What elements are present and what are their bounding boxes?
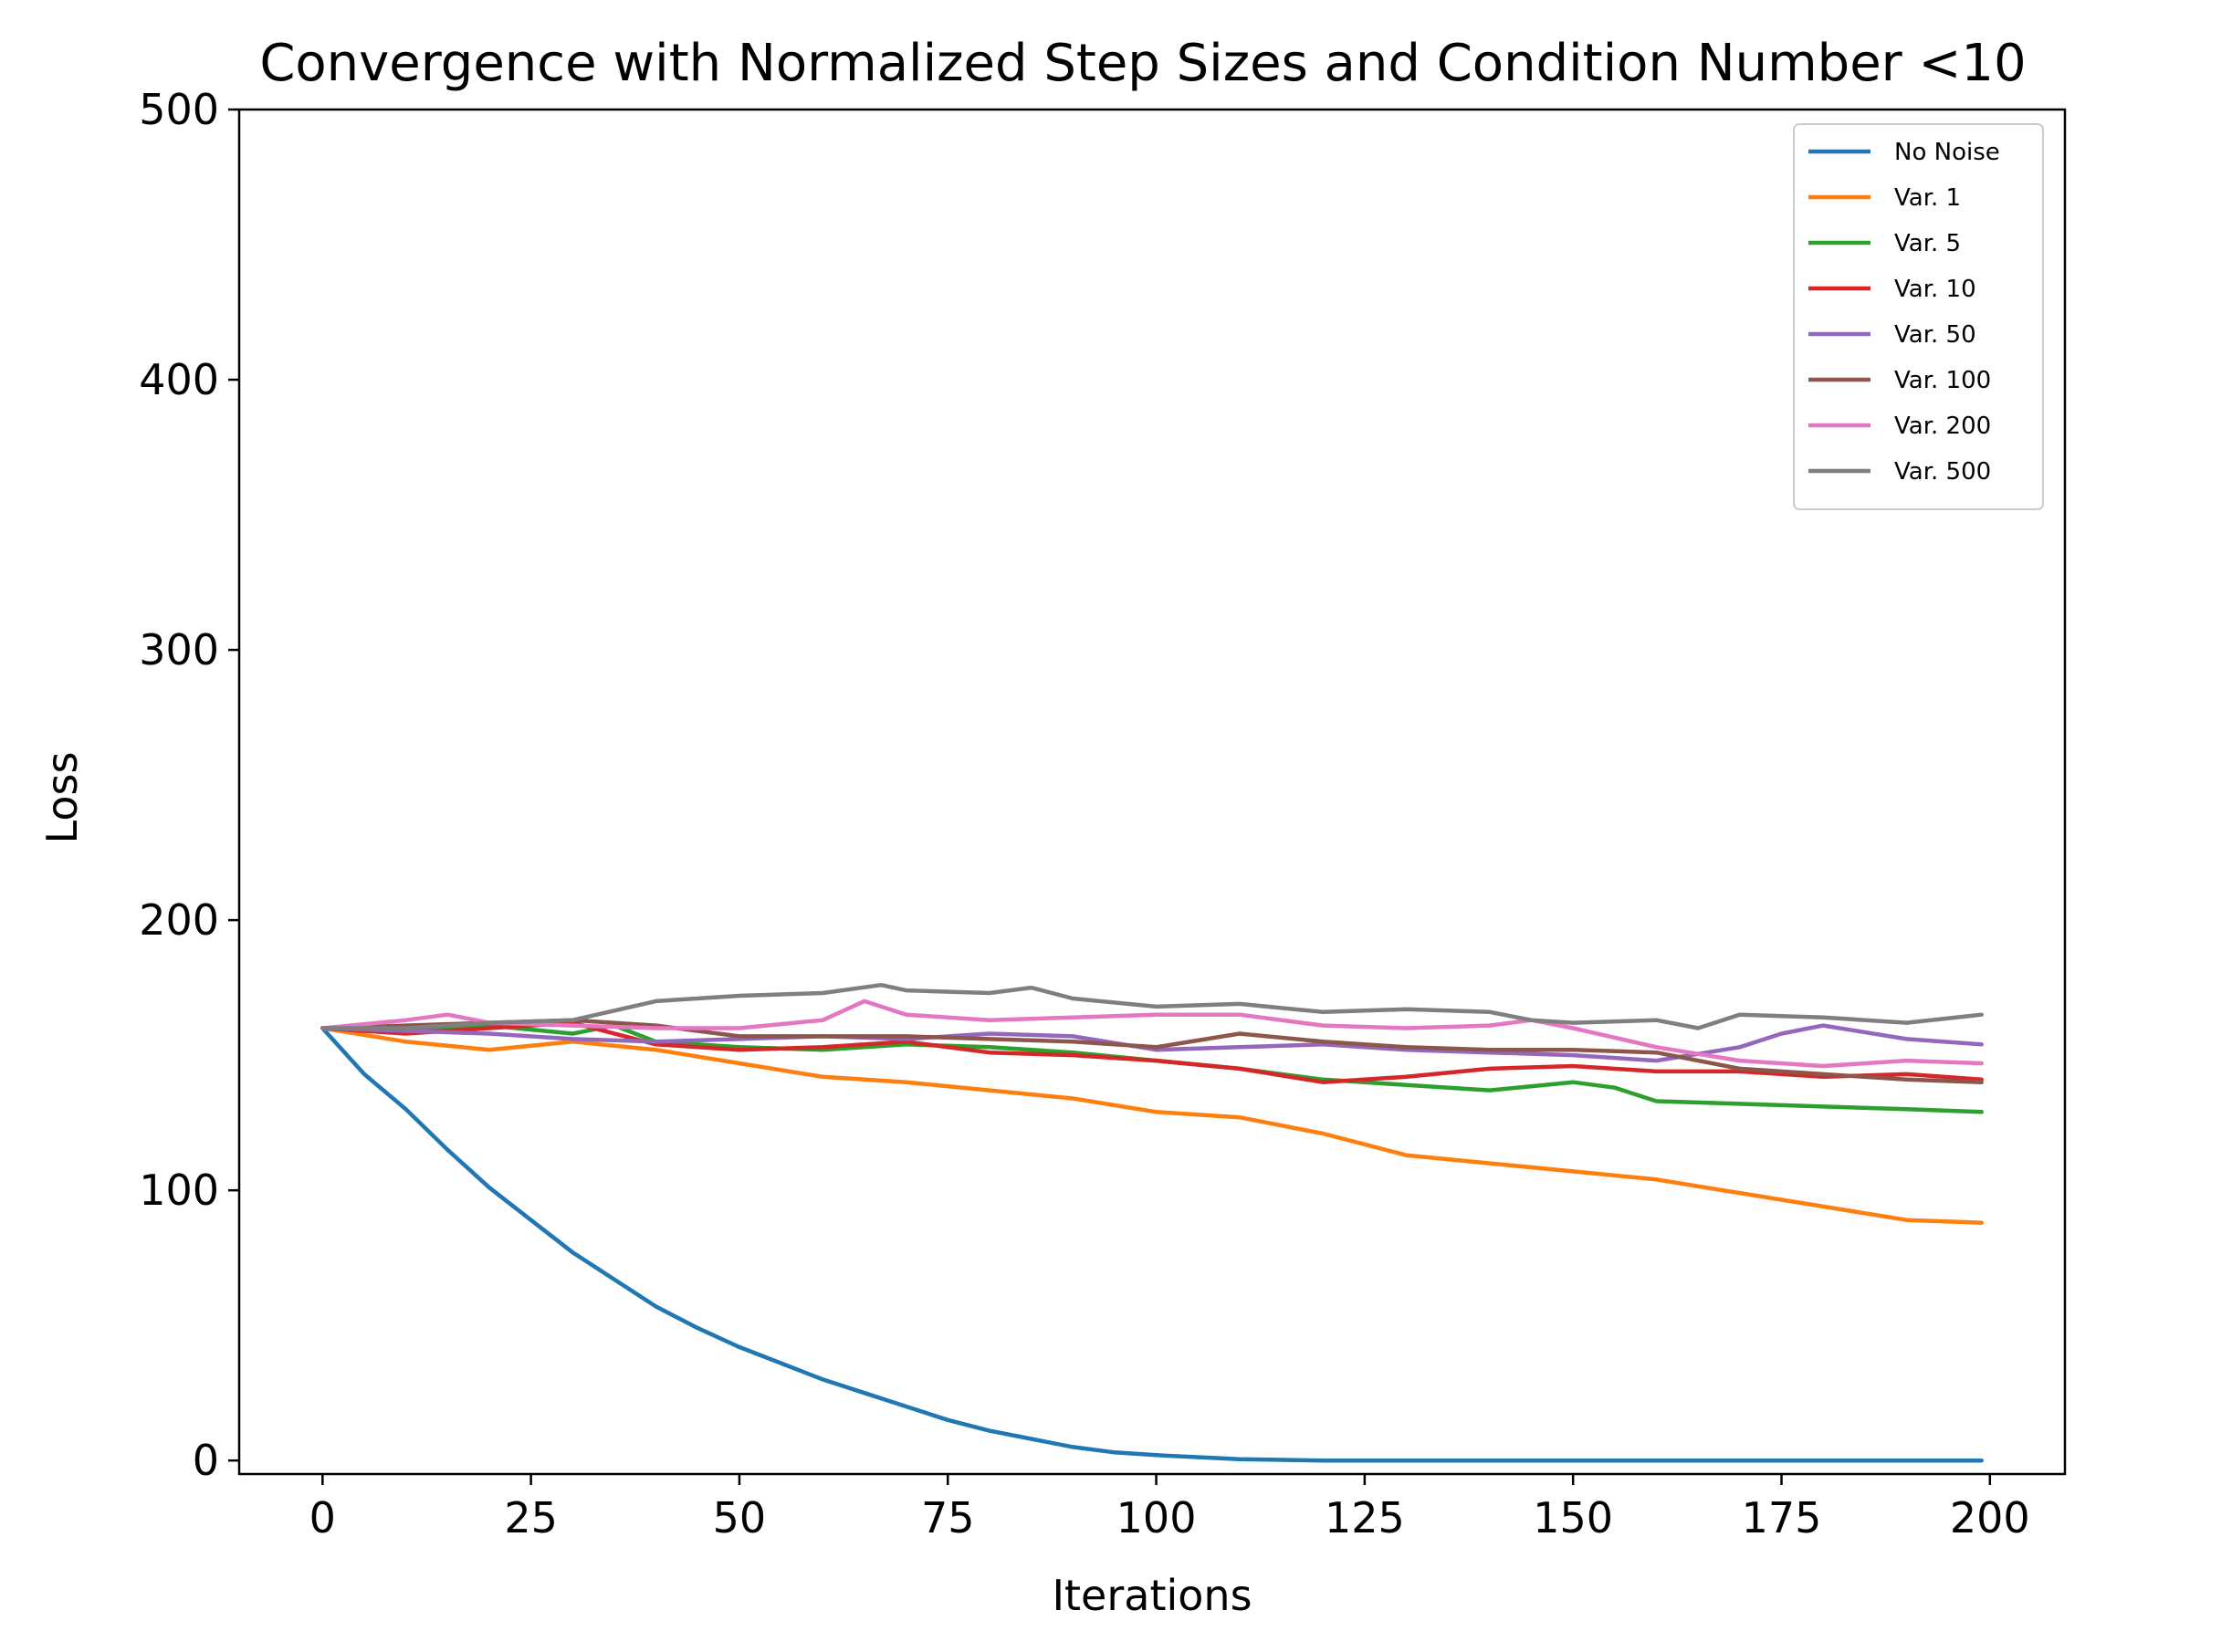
- x-axis: 0 25 50 75 100 125 150 175 200: [309, 1474, 2030, 1542]
- series-line-0: [320, 1026, 1984, 1463]
- legend-label-4: Var. 50: [1894, 321, 1976, 349]
- y-tick-label-0: 0: [193, 1436, 219, 1485]
- series-line-3: [320, 1020, 1984, 1084]
- x-tick-label-5: 125: [1325, 1493, 1405, 1542]
- legend-label-0: No Noise: [1894, 139, 2000, 166]
- x-tick-label-6: 150: [1533, 1493, 1613, 1542]
- x-axis-label: Iterations: [1052, 1571, 1252, 1620]
- series-line-5: [320, 1018, 1984, 1084]
- y-axis: 0 100 200 300 400 500: [139, 85, 239, 1485]
- x-tick-label-3: 75: [921, 1493, 975, 1542]
- legend-label-2: Var. 5: [1894, 230, 1961, 257]
- legend-label-3: Var. 10: [1894, 276, 1976, 303]
- y-tick-label-3: 300: [139, 625, 219, 674]
- y-tick-label-2: 200: [139, 895, 219, 945]
- legend-label-5: Var. 100: [1894, 367, 1991, 394]
- legend-label-6: Var. 200: [1894, 413, 1991, 440]
- y-tick-label-1: 100: [139, 1166, 219, 1215]
- x-tick-label-0: 0: [309, 1493, 336, 1542]
- plot-area: [320, 982, 1984, 1463]
- x-tick-label-8: 200: [1950, 1493, 2030, 1542]
- legend-label-1: Var. 1: [1894, 184, 1961, 212]
- plot-frame: [237, 108, 2067, 1476]
- y-tick-label-4: 400: [139, 355, 219, 404]
- legend-label-7: Var. 500: [1894, 458, 1991, 486]
- x-tick-label-4: 100: [1116, 1493, 1197, 1542]
- x-tick-label-7: 175: [1742, 1493, 1822, 1542]
- legend-box: [1793, 123, 2044, 510]
- series-line-7: [320, 982, 1984, 1030]
- chart-title: Convergence with Normalized Step Sizes a…: [259, 34, 2026, 93]
- x-tick-label-1: 25: [504, 1493, 558, 1542]
- series-line-6: [320, 999, 1984, 1069]
- y-axis-label: Loss: [37, 752, 87, 844]
- series-line-4: [320, 1023, 1984, 1063]
- y-tick-label-5: 500: [139, 85, 219, 134]
- x-tick-label-2: 50: [713, 1493, 767, 1542]
- series-line-1: [320, 1026, 1984, 1225]
- legend: No Noise Var. 1 Var. 5 Var. 10 Var. 50 Var. 1…: [1793, 123, 2044, 510]
